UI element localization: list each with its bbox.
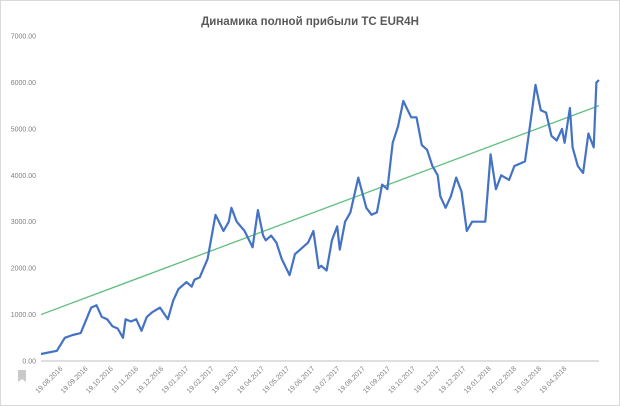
y-tick-label: 2000.00 [11, 266, 36, 273]
series-line [40, 79, 600, 356]
y-tick-label: 1000.00 [11, 312, 36, 319]
x-axis-ticks: 19.08.201619.09.201619.10.201619.11.2016… [35, 365, 569, 395]
x-tick-label: 19.04.2018 [539, 365, 569, 395]
y-tick-label: 6000.00 [11, 80, 36, 87]
y-tick-label: 3000.00 [11, 219, 36, 226]
y-tick-label: 5000.00 [11, 126, 36, 133]
y-tick-label: 7000.00 [11, 34, 36, 41]
trendline [40, 105, 600, 316]
y-tick-label: 4000.00 [11, 173, 36, 180]
y-tick-label: 0.00 [22, 359, 36, 366]
y-axis-ticks: 0.00 1000.00 2000.00 3000.00 4000.00 5000.00 6… [11, 34, 36, 366]
bookmark-icon [18, 370, 26, 382]
chart-title: Динамика полной прибыли ТС EUR4H [201, 16, 419, 28]
